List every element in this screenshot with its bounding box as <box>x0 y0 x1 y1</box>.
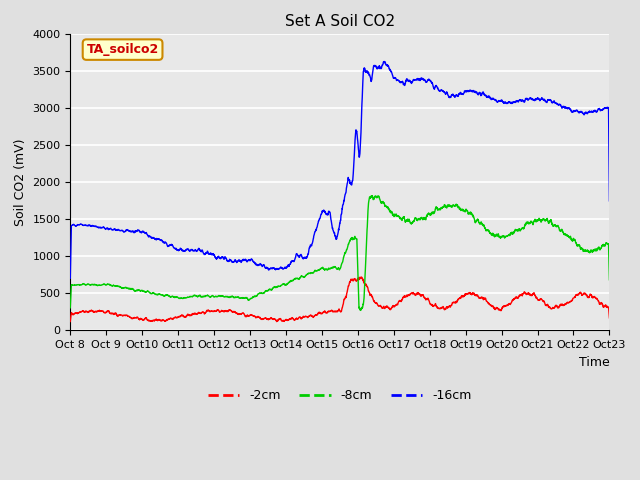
Text: TA_soilco2: TA_soilco2 <box>86 43 159 56</box>
Legend: -2cm, -8cm, -16cm: -2cm, -8cm, -16cm <box>203 384 477 407</box>
Title: Set A Soil CO2: Set A Soil CO2 <box>285 14 395 29</box>
Y-axis label: Soil CO2 (mV): Soil CO2 (mV) <box>14 139 27 226</box>
X-axis label: Time: Time <box>579 356 609 369</box>
